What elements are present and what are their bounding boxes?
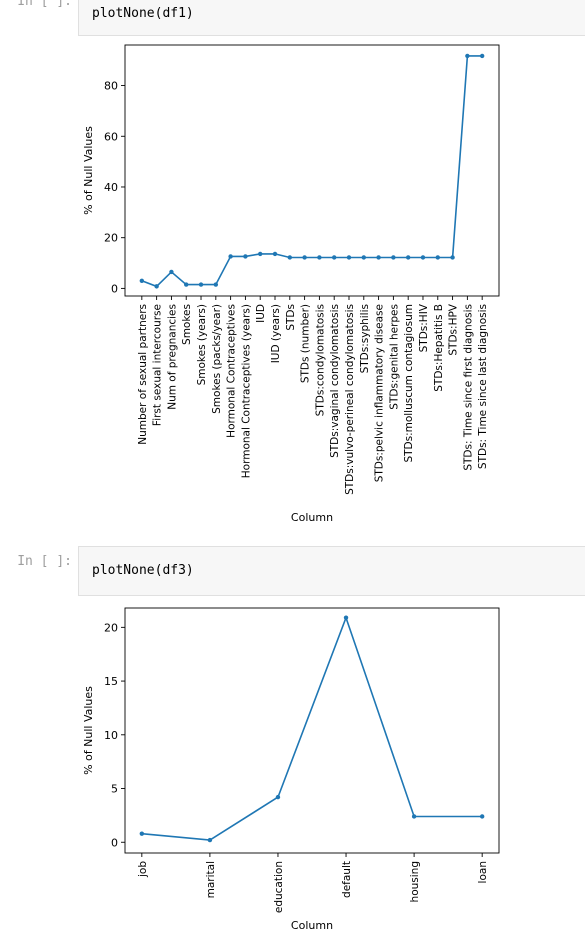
chart-1-xtick-label: STDs:Hepatitis B (433, 304, 445, 392)
cell-2-code: plotNone(df3) (92, 563, 194, 578)
chart-1-point (154, 284, 158, 288)
chart-1-point (450, 255, 454, 259)
chart-1-point (347, 255, 351, 259)
chart-2-xtick-label: education (273, 861, 285, 913)
chart-1-point (169, 270, 173, 274)
chart-1-point (258, 252, 262, 256)
chart-2-ytick-label: 10 (104, 729, 118, 742)
chart-1-point (421, 255, 425, 259)
chart-1-point (376, 255, 380, 259)
chart-1-point (288, 255, 292, 259)
cell-1-prompt: In [ ]: (4, 0, 72, 10)
chart-1-point (228, 254, 232, 258)
chart-1-ytick-label: 80 (104, 80, 118, 93)
chart-1-point (184, 282, 188, 286)
chart-1-xtick-label: STDs:HPV (448, 303, 460, 355)
chart-2-point (480, 814, 484, 818)
chart-1-xtick-label: STDs:HIV (418, 303, 430, 352)
chart-1-point (436, 255, 440, 259)
chart-2-point (140, 831, 144, 835)
chart-1-ytick-label: 60 (104, 130, 118, 143)
cell-2-input[interactable]: plotNone(df3) (78, 546, 585, 596)
chart-1-xtick-label: Smokes (181, 304, 193, 345)
chart-1-xtick-label: IUD (255, 304, 267, 323)
chart-1-point (406, 255, 410, 259)
chart-1-point (465, 54, 469, 58)
chart-1-xtick-label: STDs:molluscum contagiosum (403, 304, 415, 463)
chart-1-xtick-label: STDs:pelvic inflammatory disease (374, 304, 386, 482)
chart-1-point (391, 255, 395, 259)
chart-2-xtick-label: housing (409, 861, 421, 902)
cell-1-input[interactable]: plotNone(df1) (78, 0, 585, 36)
chart-1-xtick-label: IUD (years) (270, 304, 282, 363)
chart-2-point (344, 615, 348, 619)
chart-1-xtick-label: STDs:syphilis (359, 304, 371, 373)
chart-1-point (273, 252, 277, 256)
chart-1-xtick-label: STDs:genital herpes (388, 304, 400, 410)
chart-2-ytick-label: 5 (111, 783, 118, 796)
chart-1-xtick-label: STDs (285, 304, 297, 331)
chart-2-xtick-label: job (137, 861, 149, 878)
chart-1-point (480, 54, 484, 58)
chart-1-xtick-label: STDs (number) (300, 304, 312, 383)
chart-1-xtick-label: STDs:vaginal condylomatosis (329, 304, 341, 458)
chart-2-ylabel: % of Null Values (82, 686, 95, 775)
chart-2-point (276, 795, 280, 799)
chart-1-ytick-label: 40 (104, 181, 118, 194)
chart-2-xtick-label: marital (205, 861, 217, 898)
chart-2-series-line (142, 618, 482, 840)
chart-1-xtick-label: STDs:condylomatosis (314, 304, 326, 416)
chart-1-xtick-label: STDs:vulvo-perineal condylomatosis (344, 304, 356, 495)
chart-1-point (332, 255, 336, 259)
chart-2-point (412, 814, 416, 818)
chart-2-point (208, 838, 212, 842)
chart-1-point (362, 255, 366, 259)
chart-1-xtick-label: Number of sexual partners (137, 304, 149, 445)
chart-2-ytick-label: 15 (104, 675, 118, 688)
chart-1-point (140, 279, 144, 283)
chart-1-xtick-label: Smokes (packs/year) (211, 304, 223, 414)
chart-2-xlabel: Column (291, 919, 333, 932)
chart-1-series-line (142, 56, 482, 287)
chart-1-xtick-label: Hormonal Contraceptives (years) (240, 304, 252, 478)
chart-1-point (317, 255, 321, 259)
cell-2-prompt: In [ ]: (4, 554, 72, 570)
chart-1-ytick-label: 20 (104, 232, 118, 245)
chart-1-xtick-label: Hormonal Contraceptives (226, 304, 238, 438)
chart-2-xtick-label: loan (477, 861, 489, 883)
chart-1-xlabel: Column (291, 511, 333, 524)
chart-1-xtick-label: STDs: Time since last diagnosis (477, 304, 489, 469)
chart-1-frame (125, 45, 499, 296)
chart-1-xtick-label: STDs: Time since first diagnosis (462, 304, 474, 471)
chart-1-xtick-label: Num of pregnancies (166, 304, 178, 410)
chart-2-ytick-label: 20 (104, 621, 118, 634)
chart-1-point (302, 255, 306, 259)
chart-2-xtick-label: default (341, 861, 353, 898)
chart-1-ytick-label: 0 (111, 282, 118, 295)
chart-2-ytick-label: 0 (111, 836, 118, 849)
chart-1-xtick-label: Smokes (years) (196, 304, 208, 385)
chart-1-xtick-label: First sexual intercourse (152, 304, 164, 426)
chart-1-point (214, 282, 218, 286)
chart-1-point (199, 282, 203, 286)
chart-1-ylabel: % of Null Values (82, 126, 95, 215)
cell-1-code: plotNone(df1) (92, 6, 194, 21)
chart-1-point (243, 254, 247, 258)
chart-2-frame (125, 608, 499, 853)
